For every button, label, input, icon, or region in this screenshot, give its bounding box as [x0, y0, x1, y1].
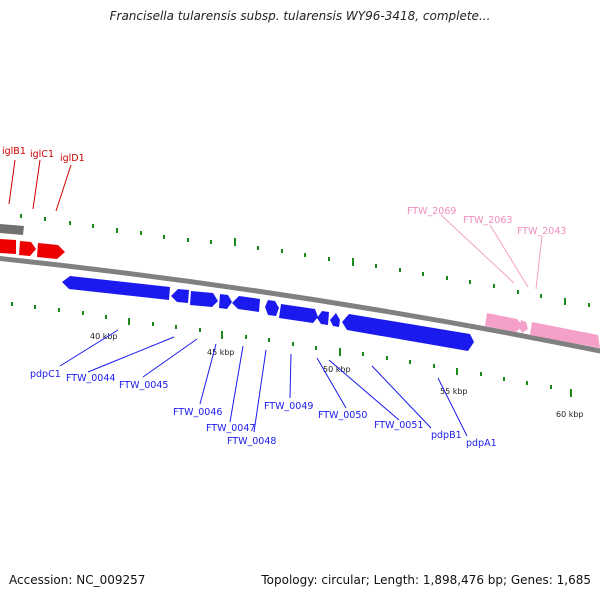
gene-label-FTW_0044: FTW_0044 [66, 373, 115, 384]
red-gene-group [0, 239, 65, 259]
red-gene [37, 243, 65, 259]
blue-gene [171, 289, 189, 303]
blue-gene [219, 294, 232, 309]
gene-label-iglD1: iglD1 [60, 153, 85, 164]
gene-label-FTW_0049: FTW_0049 [264, 401, 313, 412]
backbone-outer [0, 256, 600, 354]
map-title: Francisella tularensis subsp. tularensis… [109, 9, 491, 23]
tick-label-50: 50 kbp [323, 365, 351, 374]
tick-label-60: 60 kbp [556, 410, 584, 419]
gene-label-FTW_0047: FTW_0047 [206, 423, 255, 434]
topology-summary: Topology: circular; Length: 1,898,476 bp… [261, 573, 591, 587]
scale-ticks [11, 214, 590, 397]
gene-label-pdpB1: pdpB1 [431, 430, 462, 441]
accession-text: Accession: NC_009257 [9, 573, 146, 587]
gene-label-FTW_2063: FTW_2063 [463, 215, 512, 226]
blue-gene-group [62, 276, 474, 351]
gene-label-FTW_0046: FTW_0046 [173, 407, 222, 418]
gene-label-iglB1: iglB1 [2, 146, 26, 157]
tick-label-55: 55 kbp [440, 387, 468, 396]
blue-gene [190, 291, 218, 307]
gene-label-pdpC1: pdpC1 [30, 369, 61, 380]
red-gene [0, 239, 16, 254]
blue-gene [232, 296, 260, 312]
blue-gene [265, 300, 279, 316]
gene-label-FTW_0050: FTW_0050 [318, 410, 367, 421]
blue-gene [317, 311, 329, 325]
blue-gene [62, 276, 170, 300]
gene-label-iglC1: iglC1 [30, 149, 54, 160]
blue-gene [279, 304, 318, 323]
gene-label-FTW_0051: FTW_0051 [374, 420, 423, 431]
gene-label-pdpA1: pdpA1 [466, 438, 497, 449]
blue-gene [342, 314, 474, 351]
tick-label-40: 40 kbp [90, 332, 118, 341]
tick-label-45: 45 kbp [207, 348, 235, 357]
pink-gene [519, 320, 528, 333]
gene-label-FTW_0048: FTW_0048 [227, 436, 276, 447]
blue-gene [330, 313, 340, 327]
gene-label-FTW_2069: FTW_2069 [407, 206, 456, 217]
pink-gene [485, 313, 523, 332]
pink-gene-group [485, 313, 600, 348]
pink-gene [530, 322, 600, 348]
gene-label-FTW_0045: FTW_0045 [119, 380, 168, 391]
gene-label-FTW_2043: FTW_2043 [517, 226, 566, 237]
gray-feature [0, 224, 24, 235]
red-gene [19, 241, 36, 256]
